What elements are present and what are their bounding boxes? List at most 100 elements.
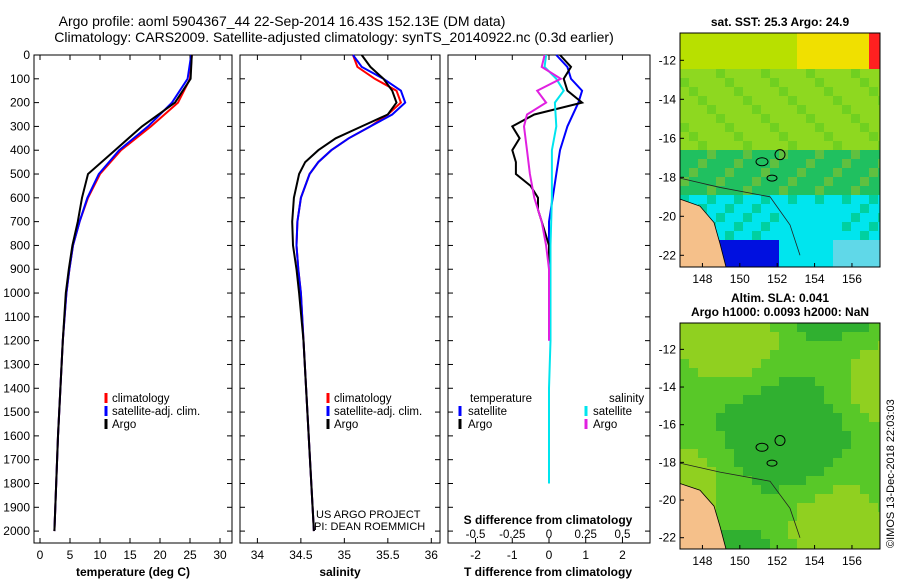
map-cell — [680, 458, 689, 467]
map-cell — [725, 449, 734, 458]
map-frame — [679, 32, 881, 268]
map-cell — [878, 141, 880, 150]
map-cell — [689, 33, 698, 42]
map-cell — [788, 476, 797, 485]
map-cell — [770, 240, 779, 249]
x-tick-label: -2 — [470, 548, 481, 562]
map-cell — [851, 132, 860, 141]
map-cell — [743, 395, 752, 404]
map-cell — [770, 530, 779, 539]
map-cell — [797, 96, 806, 105]
map-cell — [716, 431, 725, 440]
map-cell — [878, 476, 880, 485]
map-cell — [806, 494, 815, 503]
map-cell — [842, 431, 851, 440]
map-cell — [761, 359, 770, 368]
map-cell — [752, 458, 761, 467]
map-cell — [779, 240, 788, 249]
map-cell — [725, 422, 734, 431]
map-cell — [779, 332, 788, 341]
map-cell — [869, 249, 878, 258]
map-cell — [734, 512, 743, 521]
legend-salinity-heading: salinity — [609, 393, 644, 405]
map-cell — [716, 386, 725, 395]
map-cell — [851, 422, 860, 431]
map-cell — [851, 368, 860, 377]
map-cell — [725, 114, 734, 123]
map-cell — [806, 222, 815, 231]
map-cell — [716, 213, 725, 222]
map-cell — [743, 213, 752, 222]
map-cell — [878, 231, 880, 240]
credit-line-2: PI: DEAN ROEMMICH — [314, 521, 425, 533]
map-cell — [869, 503, 878, 512]
map-cell — [752, 168, 761, 177]
map-cell — [779, 195, 788, 204]
map-cell — [824, 395, 833, 404]
map-cell — [779, 123, 788, 132]
map-cell — [779, 186, 788, 195]
map-cell — [707, 422, 716, 431]
map-cell — [779, 458, 788, 467]
map-cell — [716, 195, 725, 204]
map-cell — [851, 323, 860, 332]
map-cell — [770, 249, 779, 258]
map-cell — [698, 440, 707, 449]
map-cell — [707, 213, 716, 222]
map-cell — [752, 449, 761, 458]
map-cell — [860, 458, 869, 467]
map-cell — [707, 494, 716, 503]
map-cell — [689, 87, 698, 96]
map-cell — [869, 177, 878, 186]
map-cell — [824, 476, 833, 485]
map-cell — [788, 386, 797, 395]
map-cell — [824, 33, 833, 42]
map-cell — [815, 222, 824, 231]
map-cell — [833, 141, 842, 150]
map-cell — [680, 386, 689, 395]
map-cell — [734, 377, 743, 386]
map-cell — [707, 386, 716, 395]
map-cell — [878, 78, 880, 87]
map-cell — [869, 186, 878, 195]
map-cell — [725, 494, 734, 503]
map-cell — [806, 359, 815, 368]
map-cell — [851, 512, 860, 521]
map-cell — [707, 404, 716, 413]
map-cell — [797, 332, 806, 341]
depth-tick-label: 900 — [10, 262, 30, 276]
map-cell — [680, 177, 689, 186]
map-cell — [743, 231, 752, 240]
map-cell — [743, 204, 752, 213]
map-cell — [851, 530, 860, 539]
map-cell — [752, 258, 761, 267]
map-cell — [698, 458, 707, 467]
map-cell — [725, 231, 734, 240]
map-cell — [878, 249, 880, 258]
map-cell — [815, 440, 824, 449]
map-cell — [806, 69, 815, 78]
map-cell — [716, 222, 725, 231]
map-cell — [716, 51, 725, 60]
map-cell — [743, 404, 752, 413]
map-cell — [878, 530, 880, 539]
map-cell — [770, 368, 779, 377]
map-cell — [761, 512, 770, 521]
map-cell — [797, 222, 806, 231]
map-cell — [842, 377, 851, 386]
map-cell — [842, 458, 851, 467]
map-cell — [680, 141, 689, 150]
map-cell — [743, 258, 752, 267]
map-cell — [770, 222, 779, 231]
map-cell — [797, 476, 806, 485]
map-cell — [878, 105, 880, 114]
map-cell — [824, 42, 833, 51]
map-cell — [806, 141, 815, 150]
map-cell — [788, 458, 797, 467]
map-cell — [779, 258, 788, 267]
map-cell — [779, 231, 788, 240]
map-cell — [869, 440, 878, 449]
map-cell — [725, 440, 734, 449]
map-cell — [689, 449, 698, 458]
map-cell — [770, 404, 779, 413]
